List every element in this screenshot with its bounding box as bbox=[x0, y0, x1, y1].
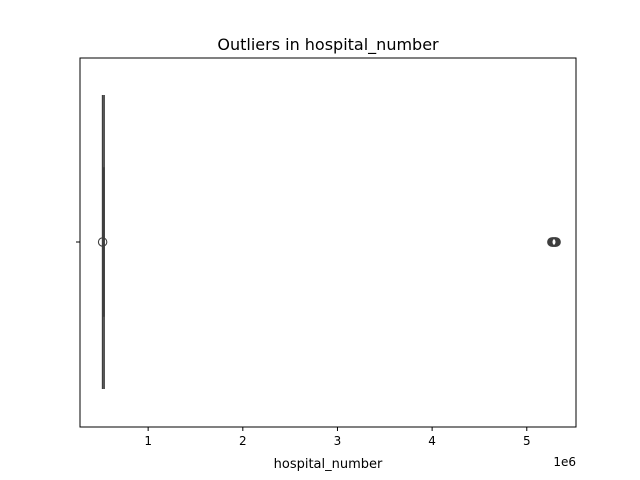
outlier-point bbox=[551, 237, 561, 247]
x-axis-label: hospital_number bbox=[274, 457, 383, 472]
x-tick-label: 5 bbox=[523, 434, 531, 448]
x-tick-label: 3 bbox=[334, 434, 342, 448]
x-axis-ticks: 1 2 3 4 5 bbox=[144, 427, 531, 448]
outlier-point bbox=[97, 237, 108, 247]
x-tick-label: 2 bbox=[239, 434, 247, 448]
outlier-points bbox=[97, 237, 561, 247]
x-tick-label: 1 bbox=[144, 434, 152, 448]
chart-title: Outliers in hospital_number bbox=[217, 35, 439, 55]
x-tick-label: 4 bbox=[428, 434, 436, 448]
x-axis-offset-label: 1e6 bbox=[553, 455, 576, 469]
plot-area-frame bbox=[79, 57, 577, 428]
box-element bbox=[101, 95, 105, 389]
